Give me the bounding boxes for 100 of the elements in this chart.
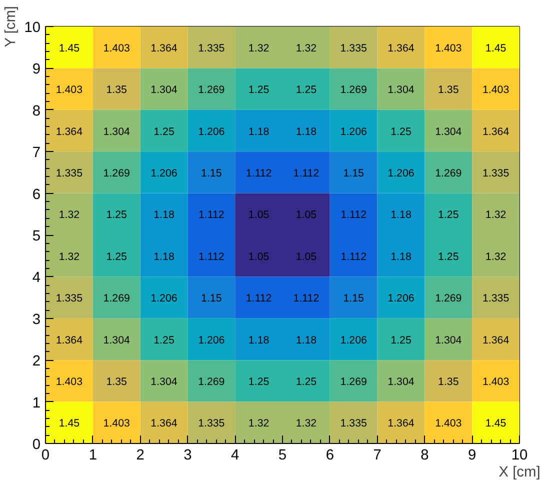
data-label: 1.45 xyxy=(485,418,506,430)
data-label: 1.206 xyxy=(388,167,414,180)
data-label: 1.403 xyxy=(482,84,510,96)
y-tick-label: 2 xyxy=(32,354,41,370)
data-label: 1.304 xyxy=(150,84,178,96)
data-label: 1.335 xyxy=(482,167,510,180)
data-label: 1.32 xyxy=(485,209,506,222)
data-label: 1.206 xyxy=(198,126,225,138)
data-label: 1.18 xyxy=(296,126,317,138)
data-label: 1.206 xyxy=(150,167,178,180)
y-tick-label: 9 xyxy=(32,62,41,78)
data-label: 1.25 xyxy=(390,126,412,138)
data-label: 1.304 xyxy=(435,334,462,346)
x-tick-label: 6 xyxy=(326,448,334,464)
data-label: 1.112 xyxy=(340,209,367,222)
y-tick-label: 4 xyxy=(32,270,41,286)
data-label: 1.32 xyxy=(296,42,317,54)
data-label: 1.25 xyxy=(296,84,317,96)
data-label: 1.112 xyxy=(246,167,272,180)
data-label: 1.206 xyxy=(198,334,225,346)
data-label: 1.364 xyxy=(150,42,178,54)
data-label: 1.25 xyxy=(390,334,412,346)
data-label: 1.18 xyxy=(390,250,412,263)
data-label: 1.05 xyxy=(296,250,317,263)
data-label: 1.05 xyxy=(296,209,317,222)
data-label: 1.269 xyxy=(435,167,462,180)
data-label: 1.335 xyxy=(198,42,225,54)
data-label: 1.32 xyxy=(485,250,506,263)
data-label: 1.364 xyxy=(388,418,414,430)
data-label: 1.269 xyxy=(435,292,462,305)
data-label: 1.18 xyxy=(390,209,412,222)
y-tick-label: 10 xyxy=(24,20,41,36)
data-label: 1.269 xyxy=(103,167,130,180)
y-axis-title: Y [cm] xyxy=(3,6,20,48)
data-label: 1.335 xyxy=(340,418,368,430)
y-tick-label: 7 xyxy=(32,145,41,162)
data-label: 1.112 xyxy=(198,209,224,222)
data-label: 1.335 xyxy=(482,292,510,305)
data-label: 1.403 xyxy=(435,418,462,430)
x-tick-label: 1 xyxy=(88,448,97,464)
data-label: 1.364 xyxy=(388,42,414,54)
data-label: 1.45 xyxy=(58,42,80,54)
data-label: 1.304 xyxy=(388,376,414,388)
data-label: 1.403 xyxy=(103,418,130,430)
data-label: 1.32 xyxy=(248,42,270,54)
data-label: 1.112 xyxy=(293,167,320,180)
data-label: 1.35 xyxy=(106,376,128,388)
y-tick-label: 0 xyxy=(32,437,41,453)
data-label: 1.206 xyxy=(388,292,414,305)
data-label: 1.335 xyxy=(56,167,83,180)
y-tick-label: 8 xyxy=(32,103,41,120)
data-label: 1.32 xyxy=(248,418,270,430)
data-label: 1.15 xyxy=(201,167,222,180)
data-label: 1.112 xyxy=(246,292,272,305)
data-label: 1.403 xyxy=(56,84,83,96)
data-label: 1.18 xyxy=(154,209,174,222)
y-tick-label: 6 xyxy=(32,186,41,203)
data-label: 1.403 xyxy=(482,376,510,388)
data-label: 1.25 xyxy=(296,376,317,388)
data-label: 1.25 xyxy=(154,334,174,346)
data-label: 1.35 xyxy=(438,376,459,388)
data-label: 1.25 xyxy=(438,250,459,263)
y-tick-label: 5 xyxy=(32,228,41,244)
data-label: 1.35 xyxy=(106,84,128,96)
data-label: 1.304 xyxy=(150,376,178,388)
x-tick-label: 8 xyxy=(420,448,429,464)
data-label: 1.25 xyxy=(106,250,128,263)
data-label: 1.335 xyxy=(198,418,225,430)
data-label: 1.304 xyxy=(388,84,414,96)
data-label: 1.112 xyxy=(198,250,224,263)
data-label: 1.05 xyxy=(248,209,270,222)
x-tick-label: 3 xyxy=(184,448,192,464)
data-label: 1.403 xyxy=(103,42,130,54)
x-tick-label: 9 xyxy=(468,448,476,464)
data-label: 1.25 xyxy=(154,126,174,138)
data-label: 1.15 xyxy=(201,292,222,305)
data-label: 1.269 xyxy=(103,292,130,305)
y-tick-label: 1 xyxy=(32,395,41,412)
x-tick-label: 7 xyxy=(373,448,382,464)
data-label: 1.335 xyxy=(340,42,368,54)
data-label: 1.45 xyxy=(58,418,80,430)
data-label: 1.18 xyxy=(248,334,270,346)
data-label: 1.364 xyxy=(150,418,178,430)
data-label: 1.364 xyxy=(56,126,83,138)
data-label: 1.45 xyxy=(485,42,506,54)
data-label: 1.112 xyxy=(293,292,320,305)
data-label: 1.304 xyxy=(435,126,462,138)
data-label: 1.25 xyxy=(248,84,270,96)
data-label: 1.403 xyxy=(56,376,83,388)
y-tick-label: 3 xyxy=(32,312,41,328)
data-label: 1.25 xyxy=(248,376,270,388)
data-label: 1.269 xyxy=(340,84,368,96)
data-label: 1.15 xyxy=(343,167,364,180)
data-label: 1.335 xyxy=(56,292,83,305)
data-label: 1.25 xyxy=(106,209,128,222)
x-tick-label: 10 xyxy=(511,448,528,464)
x-tick-label: 4 xyxy=(231,448,240,464)
data-label: 1.18 xyxy=(296,334,317,346)
data-label: 1.05 xyxy=(248,250,270,263)
data-label: 1.32 xyxy=(58,209,80,222)
